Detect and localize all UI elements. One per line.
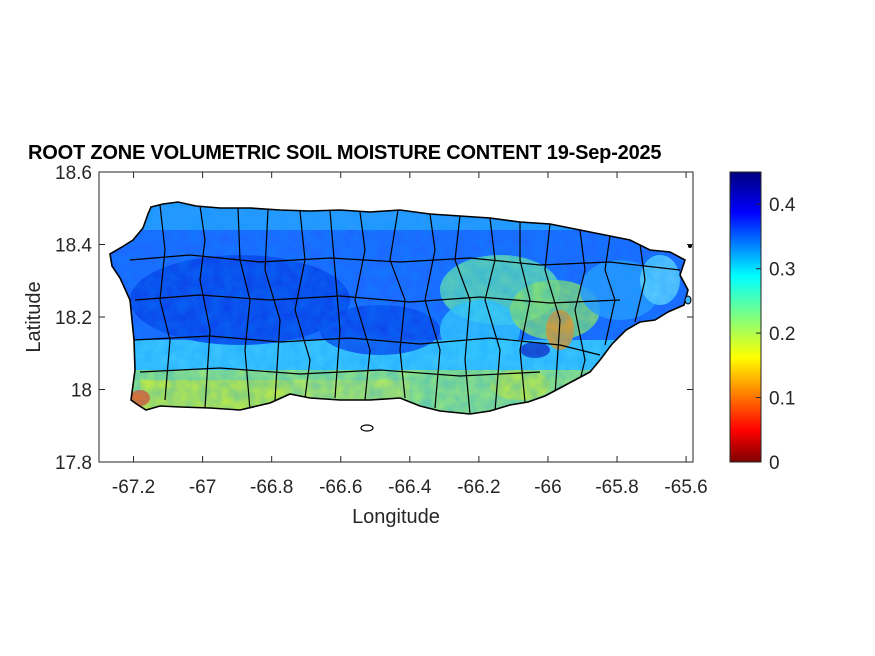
y-axis-label: Latitude [23, 281, 45, 352]
y-tick-label: 17.8 [55, 453, 92, 474]
x-tick-label: -66.4 [388, 477, 432, 498]
municipality-boundaries [129, 204, 681, 414]
x-tick-label: -66.6 [319, 477, 362, 498]
colorbar [729, 171, 762, 463]
y-tick-label: 18.6 [55, 163, 92, 184]
x-tick-label: -65.6 [664, 477, 707, 498]
chart-title: ROOT ZONE VOLUMETRIC SOIL MOISTURE CONTE… [28, 142, 662, 164]
x-axis-ticks: -67.2 -67 -66.8 -66.6 -66.4 -66.2 -66 -65.8 -65.… [112, 172, 708, 498]
y-axis-ticks: 18.6 18.4 18.2 18 17.8 [55, 163, 693, 474]
colorbar-tick-label: 0 [769, 453, 780, 474]
y-tick-label: 18 [71, 381, 92, 402]
y-tick-label: 18.2 [55, 308, 92, 329]
colorbar-tick-label: 0.1 [769, 389, 795, 410]
colorbar-tick-label: 0.3 [769, 260, 795, 281]
x-axis-label: Longitude [352, 506, 440, 528]
colorbar-tick-label: 0.4 [769, 195, 796, 216]
x-tick-label: -65.8 [595, 477, 638, 498]
x-tick-label: -66.2 [457, 477, 500, 498]
x-tick-label: -67 [189, 477, 216, 498]
islet-east [684, 295, 692, 305]
colorbar-tick-label: 0.2 [769, 324, 795, 345]
x-tick-label: -66 [534, 477, 561, 498]
colorbar-ticks: 0.4 0.3 0.2 0.1 0 [756, 195, 796, 474]
x-tick-label: -67.2 [112, 477, 155, 498]
x-tick-label: -66.8 [250, 477, 293, 498]
y-tick-label: 18.4 [55, 236, 92, 257]
islet-caja-de-muertos [360, 424, 374, 432]
